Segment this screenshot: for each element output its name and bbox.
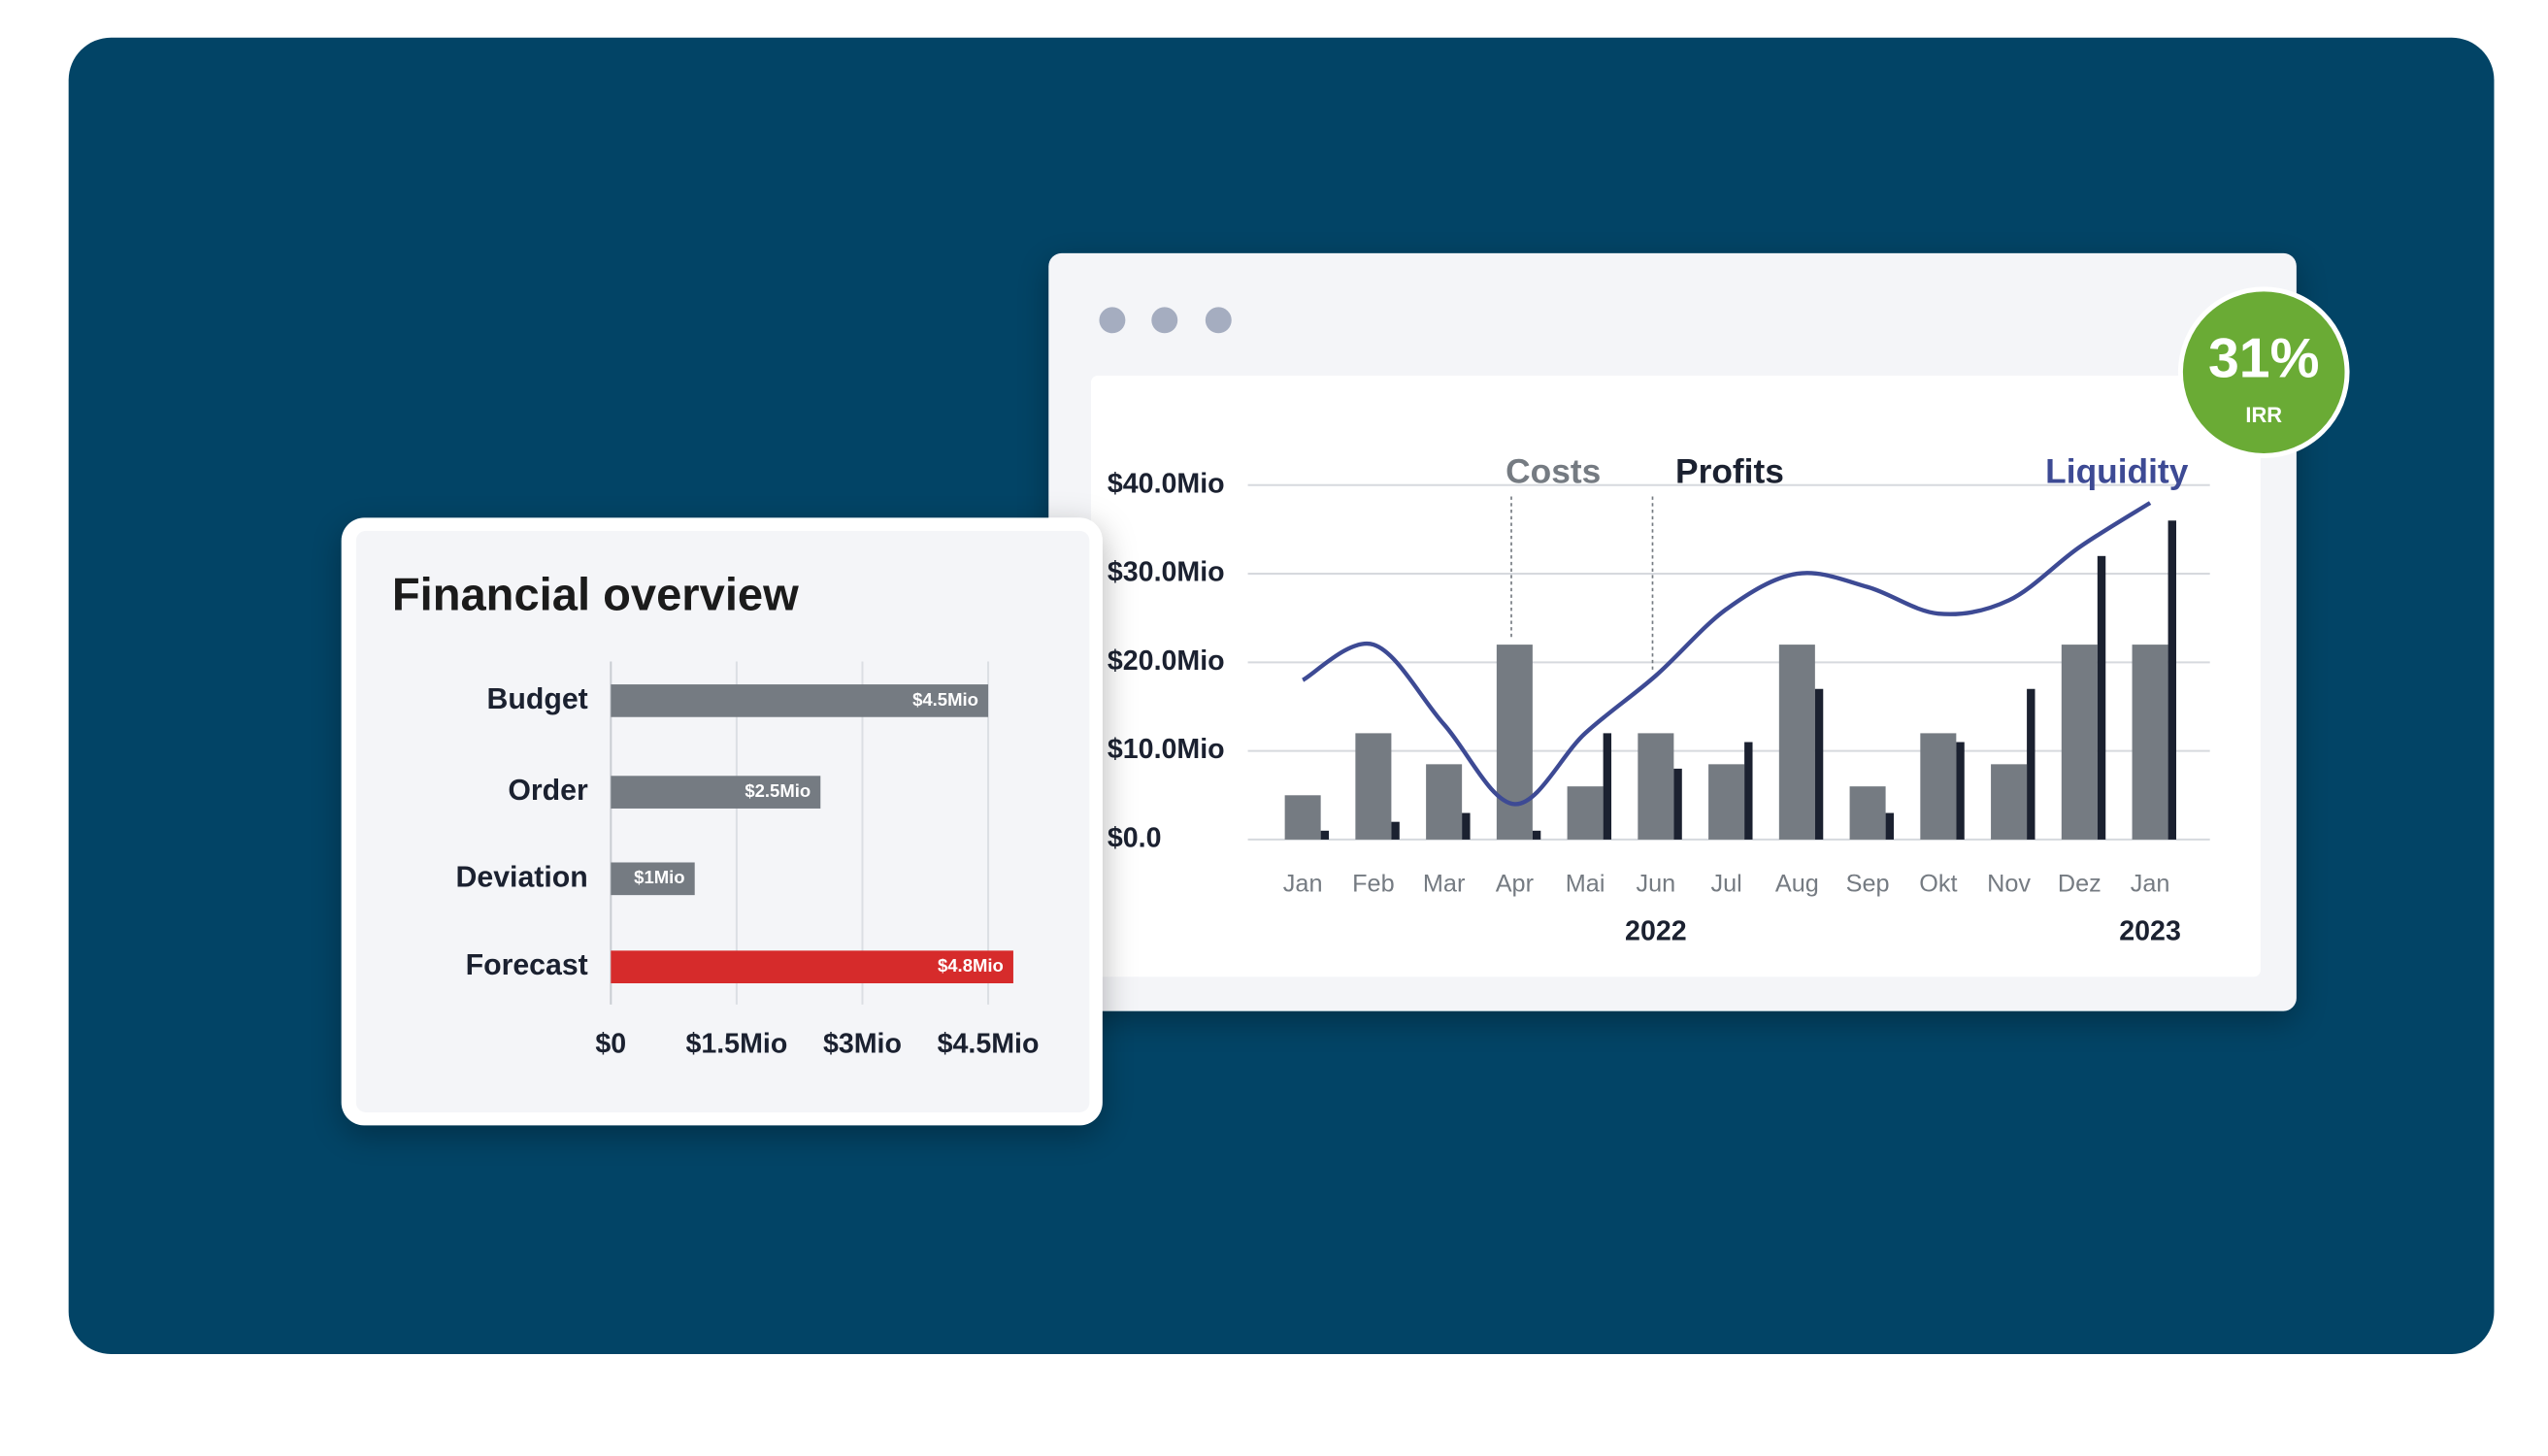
bar — [2061, 645, 2098, 840]
x-tick-label: Jun — [1637, 871, 1676, 898]
x-tick-label: Apr — [1496, 871, 1534, 898]
value-label: $4.8Mio — [938, 955, 1004, 976]
y-tick-label: $40.0Mio — [1108, 468, 1225, 499]
bar — [2167, 520, 2176, 840]
category-label: Order — [508, 775, 588, 807]
bar-chart: $0 $1.5Mio $3Mio $4.5Mio Budget $4.5Mio Order $… — [456, 661, 1040, 1060]
bar — [1744, 742, 1753, 840]
bar — [1849, 786, 1886, 840]
legend-label: Costs — [1506, 452, 1601, 490]
bar — [611, 776, 821, 809]
bar — [1638, 733, 1674, 840]
x-tick-label: $3Mio — [823, 1029, 902, 1060]
bar — [1284, 795, 1321, 840]
bar — [1814, 688, 1824, 840]
x-tick-label: $4.5Mio — [938, 1029, 1040, 1060]
combo-chart: $0.0 $10.0Mio $20.0Mio $30.0Mio $40.0Mio Jan F… — [1108, 452, 2210, 946]
bar — [1496, 645, 1533, 840]
year-label: 2023 — [2119, 915, 2181, 946]
x-tick-label: Sep — [1846, 871, 1890, 898]
bar — [1391, 821, 1400, 840]
bar — [1920, 733, 1957, 840]
bar — [611, 862, 695, 896]
value-label: $2.5Mio — [745, 780, 811, 801]
category-label: Forecast — [466, 949, 588, 981]
bar — [1673, 768, 1682, 840]
x-tick-label: Jan — [1283, 871, 1323, 898]
x-tick-label: Okt — [1919, 871, 1957, 898]
bar — [1567, 786, 1604, 840]
x-tick-label: Aug — [1775, 871, 1819, 898]
x-tick-label: Mar — [1423, 871, 1465, 898]
legend-label: Profits — [1675, 452, 1784, 490]
card-title: Financial overview — [392, 568, 799, 619]
value-label: $1Mio — [634, 867, 684, 887]
badge-label: IRR — [2245, 403, 2282, 427]
year-label: 2022 — [1625, 915, 1687, 946]
bar — [1462, 812, 1471, 840]
bar — [1956, 742, 1965, 840]
window-dot — [1099, 307, 1126, 334]
bar — [2132, 645, 2168, 840]
bar — [1320, 830, 1330, 840]
y-tick-label: $10.0Mio — [1108, 734, 1225, 765]
y-tick-label: $20.0Mio — [1108, 645, 1225, 677]
bar — [2097, 555, 2106, 840]
x-tick-label: Nov — [1987, 871, 2031, 898]
bar — [611, 950, 1013, 984]
bar — [1885, 812, 1895, 840]
category-label: Deviation — [456, 861, 588, 893]
x-tick-label: Jul — [1710, 871, 1741, 898]
badge-value: 31% — [2208, 328, 2319, 390]
window-dot — [1151, 307, 1178, 334]
x-tick-label: Jan — [2131, 871, 2170, 898]
bar — [1426, 764, 1463, 840]
y-tick-label: $30.0Mio — [1108, 557, 1225, 588]
bar — [1603, 733, 1612, 840]
bar — [1778, 645, 1815, 840]
y-tick-label: $0.0 — [1108, 822, 1162, 853]
value-label: $4.5Mio — [912, 689, 978, 710]
line — [1302, 501, 2152, 807]
legend-label: Liquidity — [2045, 452, 2189, 490]
bar — [1355, 733, 1392, 840]
x-tick-label: $0 — [595, 1029, 626, 1060]
bar — [1532, 830, 1541, 840]
category-label: Budget — [487, 683, 588, 715]
window-dot — [1205, 307, 1232, 334]
bar — [1991, 764, 2028, 840]
bar — [611, 684, 989, 717]
bar — [1708, 764, 1745, 840]
bar — [2027, 688, 2035, 840]
badge — [2177, 286, 2350, 459]
x-tick-label: Dez — [2058, 871, 2101, 898]
x-tick-label: Mai — [1566, 871, 1605, 898]
x-tick-label: Feb — [1352, 871, 1394, 898]
x-tick-label: $1.5Mio — [685, 1029, 787, 1060]
